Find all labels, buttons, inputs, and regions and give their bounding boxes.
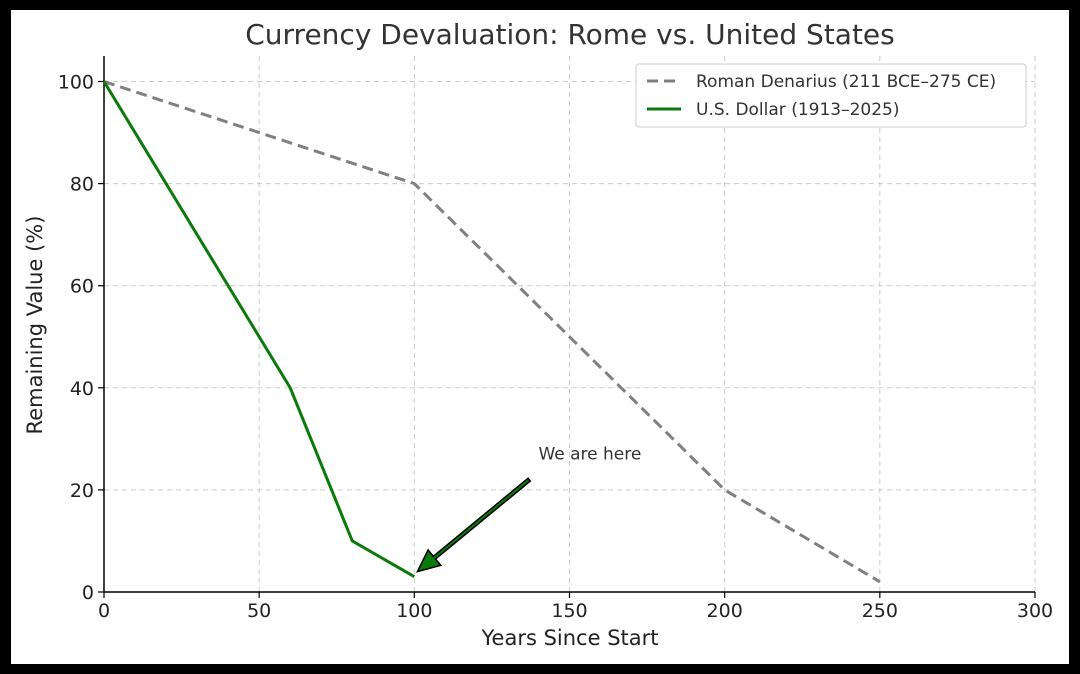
x-tick-labels: 0 50 100 150 200 250 300 (98, 600, 1053, 622)
y-tick-labels: 0 20 40 60 80 100 (58, 72, 94, 604)
chart-title: Currency Devaluation: Rome vs. United St… (245, 18, 895, 51)
x-tick-label: 150 (551, 600, 587, 622)
y-tick-label: 40 (70, 378, 94, 400)
x-tick-label: 250 (862, 600, 898, 622)
x-axis-label: Years Since Start (481, 626, 659, 650)
y-tick-label: 80 (70, 174, 94, 196)
annotation: We are here (415, 444, 641, 573)
y-tick-label: 100 (58, 72, 94, 94)
x-tick-label: 100 (396, 600, 432, 622)
axes (98, 56, 1036, 598)
x-tick-label: 50 (247, 600, 271, 622)
y-tick-label: 0 (82, 582, 94, 604)
legend-label-roman-denarius: Roman Denarius (211 BCE–275 CE) (696, 72, 996, 92)
x-tick-label: 300 (1017, 600, 1053, 622)
annotation-label: We are here (538, 444, 641, 464)
legend-box (635, 63, 1027, 128)
legend: Roman Denarius (211 BCE–275 CE) U.S. Dol… (635, 63, 1027, 128)
annotation-arrow (415, 477, 532, 573)
grid (103, 56, 1036, 593)
y-tick-label: 60 (70, 276, 94, 298)
y-tick-label: 20 (70, 480, 94, 502)
x-tick-label: 200 (707, 600, 743, 622)
series-line-us-dollar (102, 80, 416, 578)
series-lines (102, 80, 881, 584)
y-axis-label: Remaining Value (%) (23, 216, 47, 435)
series-line-roman-denarius (103, 80, 881, 584)
x-tick-label: 0 (98, 600, 110, 622)
legend-label-us-dollar: U.S. Dollar (1913–2025) (696, 100, 900, 120)
